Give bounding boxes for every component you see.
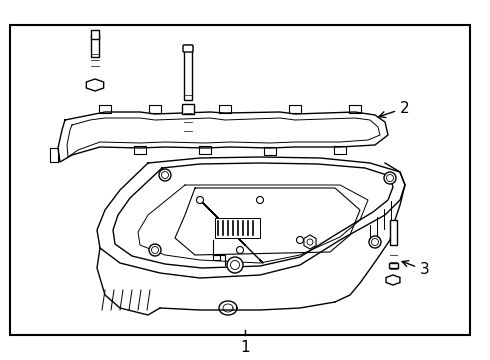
- Circle shape: [387, 175, 393, 181]
- Circle shape: [159, 169, 171, 181]
- Circle shape: [369, 236, 381, 248]
- Circle shape: [296, 237, 303, 243]
- Text: 1: 1: [240, 341, 250, 356]
- Polygon shape: [386, 275, 400, 285]
- Bar: [10, 25, 470, 335]
- Circle shape: [256, 197, 264, 203]
- Polygon shape: [86, 79, 104, 91]
- Circle shape: [237, 247, 244, 253]
- Bar: [91, 30, 99, 39]
- Bar: [91, 35, 99, 57]
- FancyBboxPatch shape: [183, 45, 193, 52]
- Circle shape: [307, 239, 313, 245]
- Bar: [215, 218, 260, 238]
- Bar: [390, 220, 396, 245]
- Circle shape: [162, 171, 169, 179]
- Bar: [389, 263, 397, 268]
- Circle shape: [384, 172, 396, 184]
- Text: 3: 3: [402, 261, 430, 278]
- Circle shape: [196, 197, 203, 203]
- Circle shape: [149, 244, 161, 256]
- Text: 2: 2: [379, 100, 410, 118]
- Bar: [182, 104, 194, 114]
- Bar: [184, 45, 192, 100]
- Circle shape: [151, 247, 158, 253]
- Circle shape: [230, 261, 240, 270]
- Circle shape: [227, 257, 243, 273]
- Circle shape: [371, 239, 378, 246]
